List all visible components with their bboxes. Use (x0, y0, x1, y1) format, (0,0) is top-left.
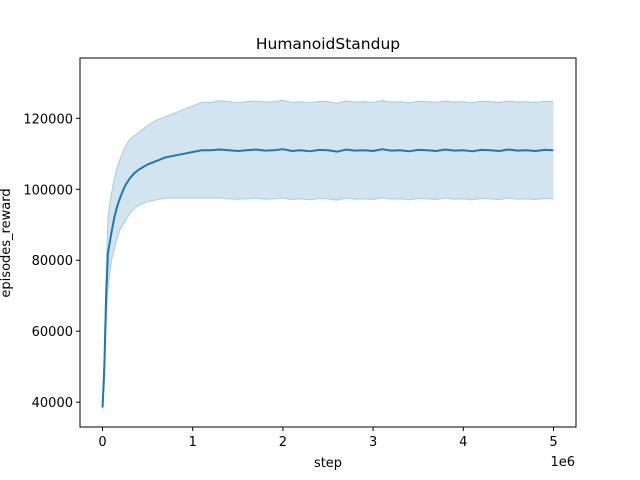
y-tick-label: 80000 (32, 254, 73, 269)
chart-title: HumanoidStandup (256, 35, 400, 53)
x-axis: 0 1 2 3 4 5 (98, 427, 558, 450)
x-tick-label: 2 (279, 435, 287, 450)
confidence-band-lower-edge (102, 197, 554, 410)
x-tick-label: 0 (98, 435, 106, 450)
y-tick-label: 60000 (32, 325, 73, 340)
x-tick-label: 1 (189, 435, 197, 450)
confidence-band-upper-edge (102, 99, 554, 406)
x-tick-label: 4 (459, 435, 467, 450)
y-tick-label: 40000 (32, 396, 73, 411)
y-axis-label: episodes_reward (0, 188, 14, 297)
plot-area (101, 99, 554, 410)
x-axis-offset-label: 1e6 (550, 455, 575, 470)
y-axis: 40000 60000 80000 100000 120000 (23, 112, 80, 411)
x-tick-label: 3 (369, 435, 377, 450)
plot-frame (79, 57, 577, 428)
x-axis-label: step (314, 456, 342, 471)
mean-line (101, 148, 554, 408)
x-tick-label: 5 (549, 435, 557, 450)
y-tick-label: 120000 (23, 112, 73, 127)
y-tick-label: 100000 (23, 183, 73, 198)
confidence-band (102, 100, 554, 410)
